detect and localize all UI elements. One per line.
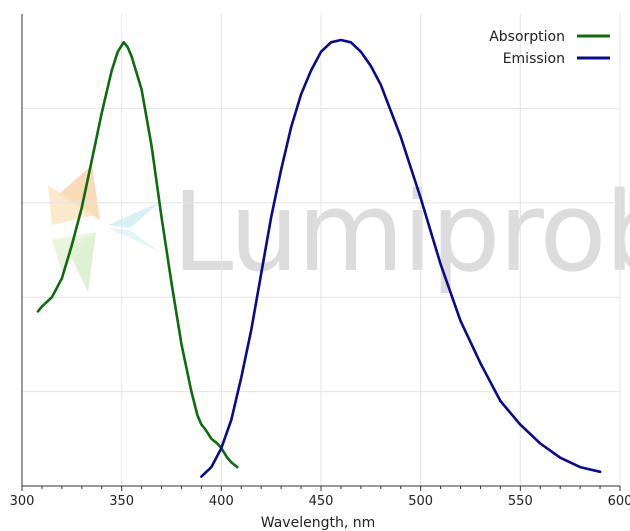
x-tick-label: 450 — [309, 494, 334, 509]
x-tick-label: 400 — [209, 494, 234, 509]
grid — [22, 14, 621, 486]
series-line-absorption — [36, 40, 239, 469]
axes: 300 350 400 450 500 550 600 — [10, 14, 630, 509]
legend-label-absorption: Absorption — [489, 29, 565, 45]
x-tick-label: 550 — [508, 494, 533, 509]
series-line-emission — [200, 38, 602, 478]
x-axis-title: Wavelength, nm — [261, 515, 375, 531]
watermark-text: Lumiprobe — [172, 168, 630, 296]
legend-label-emission: Emission — [503, 51, 565, 67]
watermark-logo-icon — [48, 165, 160, 292]
x-tick-label: 350 — [109, 494, 134, 509]
x-tick-label: 600 — [608, 494, 630, 509]
watermark: Lumiprobe — [48, 165, 630, 296]
x-tick-label: 300 — [10, 494, 35, 509]
legend: Absorption Emission — [489, 29, 610, 67]
x-tick-label: 500 — [408, 494, 433, 509]
series — [36, 38, 602, 478]
